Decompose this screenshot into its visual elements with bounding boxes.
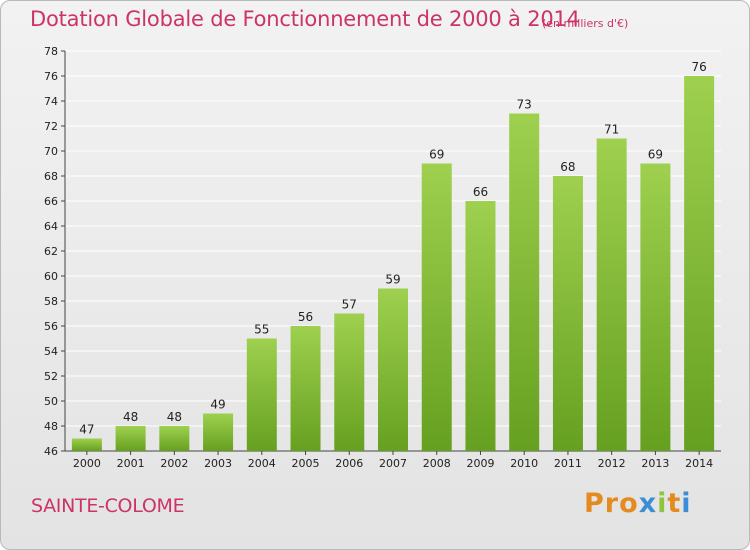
data-label: 66 — [473, 185, 488, 199]
chart-title: Dotation Globale de Fonctionnement de 20… — [30, 7, 580, 31]
data-label: 48 — [167, 410, 182, 424]
y-tick-label: 64 — [44, 220, 58, 233]
logo-letter: i — [657, 488, 668, 519]
logo-letter: r — [604, 488, 620, 519]
x-tick-label: 2003 — [204, 457, 232, 470]
x-tick-label: 2007 — [379, 457, 407, 470]
x-tick-label: 2006 — [335, 457, 363, 470]
data-label: 55 — [254, 323, 269, 337]
logo-letter: i — [681, 488, 692, 519]
data-label: 59 — [385, 273, 400, 287]
bar-2005 — [290, 326, 321, 451]
axes: 46 48 50 52 54 56 58 60 62 64 66 68 70 72 74 76 78 2000 20… — [44, 45, 721, 470]
x-tick-label: 2000 — [73, 457, 101, 470]
bar-2009 — [465, 201, 496, 451]
bar-2011 — [552, 176, 583, 451]
x-tick-label: 2010 — [510, 457, 538, 470]
y-tick-label: 68 — [44, 170, 58, 183]
labels: 47 48 48 49 55 56 57 59 69 66 73 68 71 69 76 — [79, 60, 707, 437]
bar-2001 — [115, 426, 146, 451]
y-tick-label: 52 — [44, 370, 58, 383]
logo-letter: P — [584, 488, 605, 519]
y-tick-label: 60 — [44, 270, 58, 283]
x-tick-label: 2002 — [160, 457, 188, 470]
y-tick-label: 66 — [44, 195, 58, 208]
data-label: 49 — [210, 398, 225, 412]
bar-2010 — [509, 113, 540, 451]
y-tick-label: 48 — [44, 420, 58, 433]
y-tick-label: 54 — [44, 345, 58, 358]
data-label: 76 — [691, 60, 706, 74]
x-tick-label: 2014 — [685, 457, 713, 470]
logo-letter: o — [619, 488, 639, 519]
y-tick-label: 58 — [44, 295, 58, 308]
data-label: 71 — [604, 123, 619, 137]
x-tick-label: 2004 — [248, 457, 276, 470]
y-tick-label: 62 — [44, 245, 58, 258]
x-tick-label: 2012 — [598, 457, 626, 470]
x-tick-label: 2011 — [554, 457, 582, 470]
bar-2007 — [378, 288, 408, 451]
y-tick-label: 70 — [44, 145, 58, 158]
bar-2004 — [246, 338, 277, 451]
x-tick-label: 2008 — [423, 457, 451, 470]
x-tick-label: 2013 — [641, 457, 669, 470]
bar-2000 — [71, 438, 102, 451]
y-tick-label: 56 — [44, 320, 58, 333]
data-label: 56 — [298, 310, 313, 324]
data-label: 68 — [560, 160, 575, 174]
bars — [71, 76, 715, 451]
y-tick-label: 72 — [44, 120, 58, 133]
bar-2006 — [334, 313, 365, 451]
data-label: 73 — [517, 98, 532, 112]
y-tick-label: 78 — [44, 45, 58, 58]
proxiti-logo[interactable]: Proxiti — [584, 488, 692, 519]
y-tick-label: 74 — [44, 95, 58, 108]
x-tick-label: 2005 — [292, 457, 320, 470]
y-tick-label: 50 — [44, 395, 58, 408]
logo-letter: x — [638, 488, 658, 519]
y-tick-label: 46 — [44, 445, 58, 458]
data-label: 47 — [79, 423, 94, 437]
data-label: 69 — [648, 148, 663, 162]
y-tick-label: 76 — [44, 70, 58, 83]
bar-2008 — [421, 163, 452, 451]
town-name: SAINTE-COLOME — [31, 495, 185, 517]
bar-2002 — [159, 426, 190, 451]
data-label: 48 — [123, 410, 138, 424]
bar-2003 — [203, 413, 234, 451]
x-tick-label: 2001 — [117, 457, 145, 470]
data-label: 69 — [429, 148, 444, 162]
bar-2014 — [684, 76, 715, 451]
bar-2013 — [640, 163, 671, 451]
data-label: 57 — [342, 298, 357, 312]
logo-letter: t — [667, 488, 682, 519]
chart-unit: (en milliers d'€) — [542, 17, 629, 30]
bar-2012 — [596, 138, 627, 451]
x-tick-label: 2009 — [466, 457, 494, 470]
